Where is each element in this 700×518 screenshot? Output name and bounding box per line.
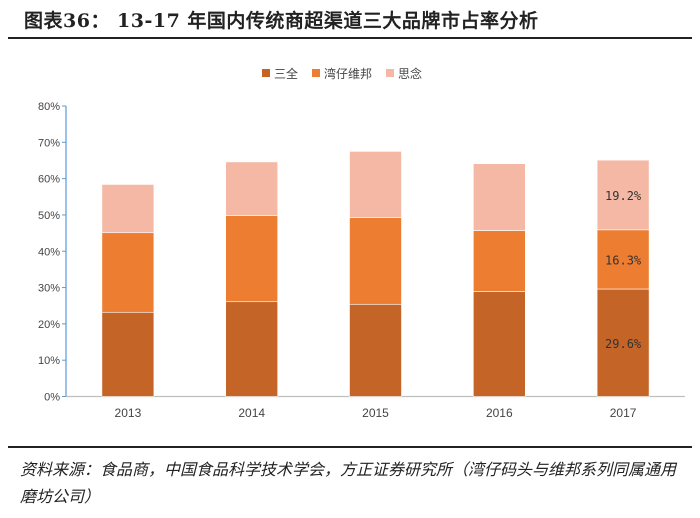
page-title: 图表36： 13-17 年国内传统商超渠道三大品牌市占率分析 (24, 10, 539, 32)
bar-2014-2 (225, 161, 278, 216)
bar-2017-1 (596, 229, 650, 290)
title-divider (8, 37, 692, 39)
legend-label: 思念 (398, 66, 422, 81)
bar-2015-2 (349, 151, 402, 218)
bar-2015-1 (349, 217, 402, 305)
y-tick-label: 10% (38, 355, 60, 367)
legend-label: 三全 (274, 66, 298, 81)
bar-2013-1 (101, 232, 155, 313)
bar-2013-2 (101, 184, 155, 234)
x-tick-label: 2013 (115, 406, 142, 420)
legend-swatch (312, 69, 320, 77)
bar-2014-0 (225, 301, 278, 397)
source-note: 资料来源：食品商，中国食品科学技术学会，方正证券研究所（湾仔码头与维邦系列同属通… (20, 460, 677, 506)
data-label: 19.2% (605, 189, 642, 203)
bar-2017-2 (596, 159, 650, 231)
y-tick-label: 70% (38, 137, 60, 149)
y-tick-label: 50% (38, 210, 60, 222)
legend-swatch (386, 69, 394, 77)
bar-2015-0 (349, 303, 402, 397)
y-tick-label: 40% (38, 246, 60, 258)
bar-2017-0 (596, 288, 650, 397)
legend-swatch (262, 69, 270, 77)
y-tick-label: 80% (38, 101, 60, 113)
data-label: 29.6% (605, 337, 642, 351)
bar-2016-2 (472, 163, 526, 231)
data-label: 16.3% (605, 253, 642, 267)
source-divider (8, 446, 692, 448)
bar-2013-0 (101, 311, 155, 397)
bar-2014-1 (225, 215, 278, 303)
bar-2016-0 (472, 291, 526, 397)
x-tick-label: 2016 (486, 406, 513, 420)
y-tick-label: 30% (38, 283, 60, 295)
stacked-bar-chart: 三全 湾仔维邦 思念 0% 10% 20% 30% 40% 50% 60% 70% 80% 2013 20… (38, 66, 685, 420)
x-tick-label: 2014 (238, 406, 265, 420)
y-tick-label: 20% (38, 319, 60, 331)
bar-2016-1 (472, 230, 526, 292)
x-tick-label: 2017 (610, 406, 637, 420)
y-tick-label: 60% (38, 174, 60, 186)
legend-label: 湾仔维邦 (324, 66, 372, 81)
x-tick-label: 2015 (362, 406, 389, 420)
y-tick-label: 0% (44, 392, 60, 404)
